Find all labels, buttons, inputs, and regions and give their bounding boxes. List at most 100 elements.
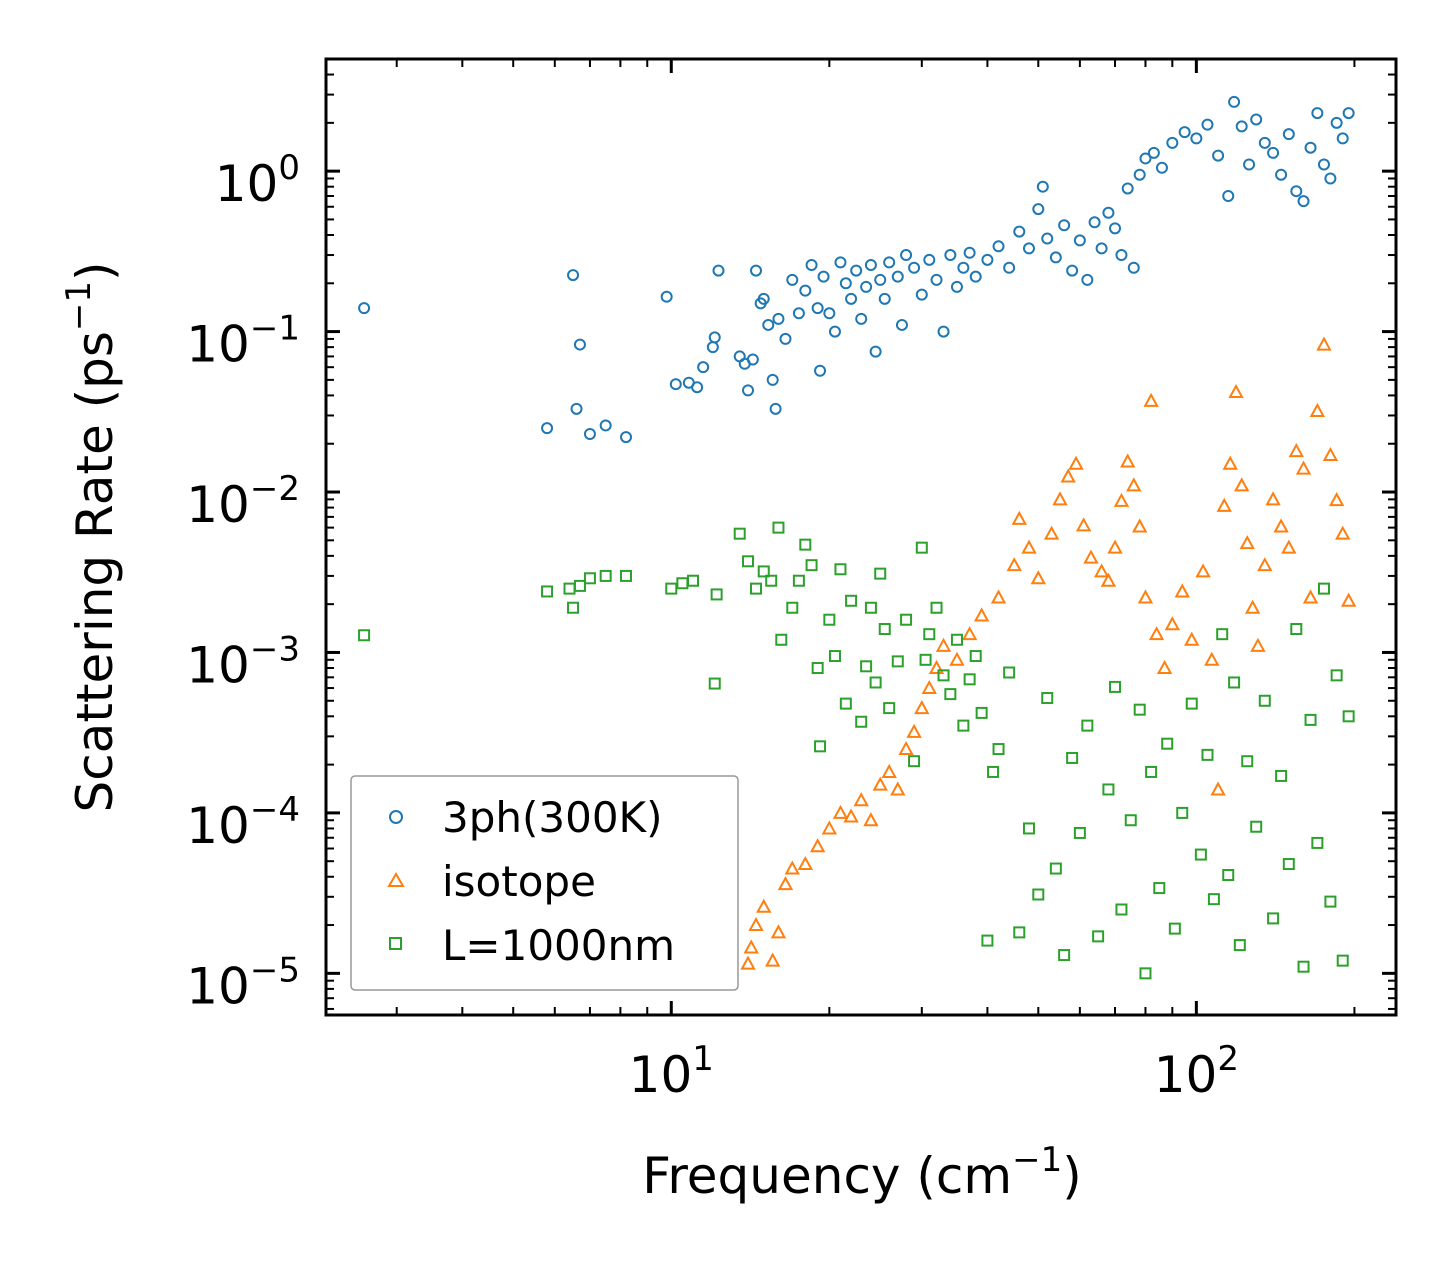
data-point [845,594,858,607]
data-point [563,582,576,595]
series-triangle [710,336,1357,978]
data-point [1304,713,1317,726]
data-point [792,307,805,320]
data-point [878,623,891,636]
data-point [1013,926,1026,939]
data-point [1250,637,1266,652]
data-point [1121,182,1134,195]
data-point [786,601,799,614]
data-point [915,288,928,301]
tick-label-layer: 101 102 100 10−1 10−2 10−3 10−4 10−5 [186,148,1239,1104]
data-point [1234,477,1250,492]
data-point [878,292,891,305]
data-point [853,792,869,807]
data-point [973,607,990,622]
data-point [1143,392,1159,407]
data-point [1317,158,1330,171]
data-point [583,572,596,585]
data-point [1222,189,1235,202]
data-point [1081,273,1094,286]
legend-label: L=1000nm [442,921,675,970]
data-point [1156,659,1173,675]
data-point [784,860,800,875]
data-point [777,876,794,891]
data-point [864,601,877,614]
data-point [567,269,580,282]
data-point [1013,225,1026,238]
data-point [928,659,945,675]
data-point [828,325,841,338]
data-point [770,924,787,939]
data-point [1041,692,1054,705]
data-point [874,273,887,286]
data-point [1102,206,1115,219]
data-point [1164,616,1181,631]
data-point [811,662,824,675]
data-point [1102,783,1115,796]
data-point [834,256,847,269]
data-point [1210,781,1226,796]
data-point [1092,930,1105,943]
data-point [891,655,904,668]
data-point [1250,820,1263,833]
data-point [1139,967,1152,980]
data-point [898,740,914,756]
data-point [1088,216,1101,229]
data-point [869,676,882,689]
data-point [860,280,873,293]
data-point [828,650,841,663]
data-point [1194,848,1207,861]
data-point [620,569,633,582]
data-point [1036,180,1049,193]
data-point [817,270,830,283]
data-point [895,318,908,331]
data-point [1273,518,1289,533]
data-point [1304,141,1317,154]
legend-marker-square [389,937,402,950]
series-square [358,521,1355,980]
data-point [957,261,970,274]
data-point [845,292,858,305]
data-point [1317,582,1330,595]
data-point [990,589,1007,604]
data-point [1324,172,1337,185]
data-point [843,808,859,823]
data-point [1275,769,1288,782]
y-tick-label: 10−4 [186,790,300,855]
data-point [772,521,785,534]
data-point [733,527,746,540]
data-point [919,653,932,666]
data-point [742,555,755,568]
data-point [1109,680,1122,693]
data-point [944,249,957,262]
data-point [1060,468,1076,483]
data-point [1328,492,1345,507]
data-point [1258,694,1271,707]
data-point [834,563,847,576]
legend-entry-3ph: 3ph(300K) [389,793,662,842]
data-point [957,719,970,732]
data-point [358,629,371,642]
data-point [949,651,965,666]
data-point [1267,912,1280,925]
y-tick-label: 100 [215,148,300,213]
data-point [769,402,782,415]
data-point [1127,261,1140,274]
x-tick-label: 102 [1154,1039,1239,1104]
data-point [975,706,988,719]
data-point [1311,107,1324,120]
data-point [839,697,852,710]
legend-marker-circle [389,810,403,824]
series-layer [358,95,1357,980]
data-point [1195,563,1211,578]
data-point [1241,755,1254,768]
data-point [823,307,836,320]
data-point [567,601,580,614]
legend-entry-isotope: isotope [387,857,596,906]
data-point [599,419,612,432]
data-point [765,952,781,967]
data-point [921,679,937,695]
data-point [742,384,755,397]
data-point [573,579,586,592]
data-point [950,633,963,646]
